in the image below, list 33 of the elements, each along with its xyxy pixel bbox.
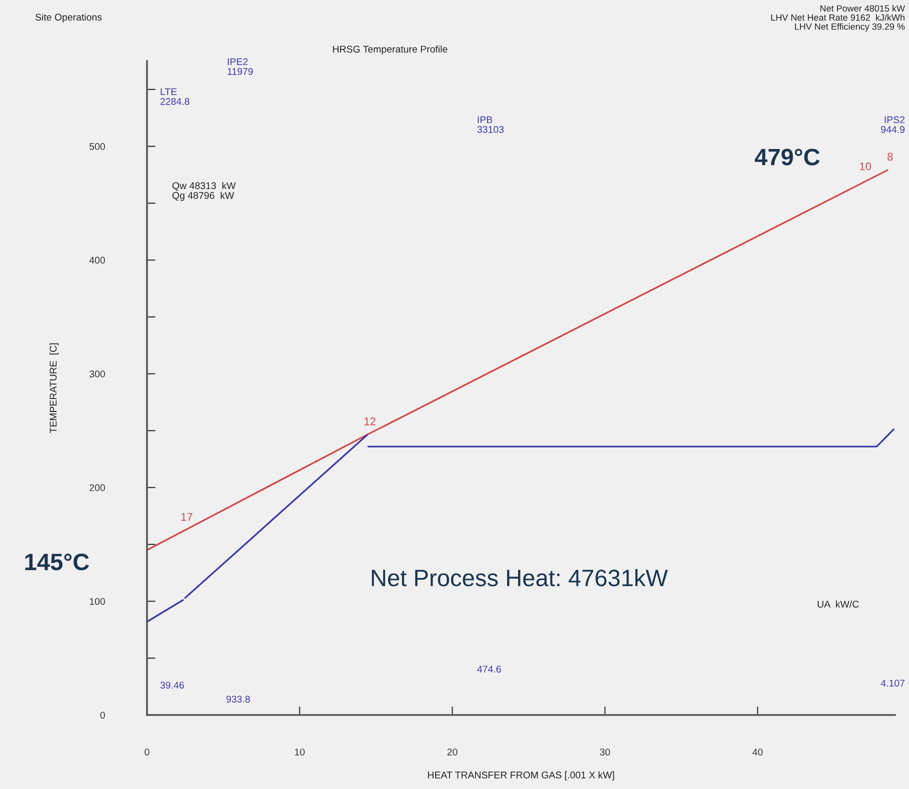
annotation: LTE 2284.8 [160,88,190,105]
x-tick-label: 40 [752,748,763,756]
annotation: 145°C [25,554,90,570]
x-tick-label: 20 [447,748,458,756]
annotation: 17 [181,513,192,521]
chart-title: HRSG Temperature Profile [333,45,448,55]
annotation: 479°C [754,148,820,166]
annotation: IPB 33103 [477,116,504,133]
y-tick-label: 100 [90,598,105,605]
x-tick-label: 30 [600,748,610,756]
annotation: 4.107 [880,680,905,687]
y-tick-label: 400 [89,256,105,264]
annotation: IPS2 944.9 [881,116,905,133]
text: Site Operations [35,13,102,23]
annotation: 474.6 [477,666,501,673]
y-tick-label: 200 [90,484,105,492]
text: Net Power 48015 kW LHV Net Heat Rate 9162 kJ/kWh LHV Net Efficiency 39.29 % [771,5,905,32]
y-tick-label: 0 [100,712,105,719]
y-axis-title: TEMPERATURE [C] [49,343,59,434]
annotation: IPE2 11979 [228,58,253,75]
annotation: UA kW/C [818,600,859,608]
annotation: 12 [364,417,376,426]
y-tick-label: 500 [90,143,105,150]
annotation: 933.8 [226,696,250,703]
x-tick-label: 0 [144,748,150,756]
annotation: Net Process Heat: 47631kW [372,568,668,586]
y-tick-label: 300 [89,370,105,378]
annotation: 39.46 [160,682,184,689]
annotation: 10 [860,162,872,170]
x-tick-label: 10 [294,748,305,756]
annotation: Qw 48313 kW Qg 48796 kW [172,182,236,201]
x-axis-title: HEAT TRANSFER FROM GAS [.001 X kW] [428,771,614,780]
annotation: 8 [888,152,893,161]
